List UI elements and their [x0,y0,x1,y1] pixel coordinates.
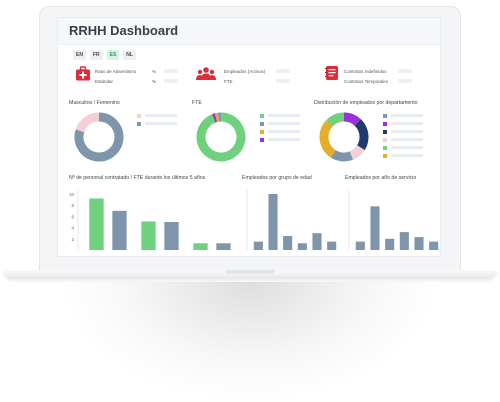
laptop-base [3,270,497,279]
service-bar-4 [414,237,424,250]
hired-bar-1 [112,210,127,250]
lang-button-es[interactable]: ES [106,50,120,60]
service-bar-0 [355,241,365,250]
dept-slice-0 [343,112,361,126]
title-bar: RRHH Dashboard [58,18,440,45]
hired-y-tick-label: 6 [71,214,74,219]
first-aid-icon [76,66,90,81]
legend-swatch-blue [383,114,387,118]
legend-swatch-blue [137,122,141,126]
fte-slice-1 [211,113,218,123]
hired-bar-2 [141,221,156,250]
legend-swatch-purple [260,138,264,142]
hired-y-tick-label: 10 [69,192,75,197]
lang-button-fr[interactable]: FR [89,50,103,60]
service-bar-5 [429,241,439,250]
kpi-absentismo-value [164,69,178,73]
service-chart-title: Empleados por año de servicio [345,175,417,181]
hired-bar-4 [193,243,208,250]
legend-label-placeholder [391,154,423,157]
legend-label-placeholder [268,138,300,141]
age-bar-1 [268,194,278,250]
lang-button-nl[interactable]: NL [123,50,136,60]
legend-label-placeholder [145,122,177,125]
page-title: RRHH Dashboard [69,23,179,38]
kpi-indefinidos-value [398,69,412,73]
hired-bar-0 [89,198,104,250]
hired-chart-title: Nº de personal contratado / FTE durante … [69,175,206,181]
kpi-temporales-value [398,79,412,83]
hired-bar-chart: 2 4 6 8 10 [69,190,231,250]
legend-label-placeholder [268,114,300,117]
hired-bar-3 [164,222,179,250]
legend-label-placeholder [391,114,423,117]
age-bar-chart [246,190,337,250]
age-bar-2 [283,236,293,250]
legend-label-placeholder [391,138,423,141]
kpi-estandar-unit: % [152,79,157,84]
service-bar-1 [370,206,380,250]
dept-slice-4 [319,120,336,158]
lang-button-en[interactable]: EN [73,50,86,60]
legend-label-placeholder [391,130,423,133]
hired-y-tick-label: 8 [71,203,74,208]
kpi-absentismo-label: Ratio de Absentismo [95,69,137,74]
legend-label-placeholder [145,114,177,117]
legend-swatch-pink [383,138,387,142]
dept-chart-title: Distribución de empleados por departamen… [314,100,418,106]
age-bar-4 [312,233,322,250]
contract-book-icon [325,66,338,80]
service-bar-3 [399,232,409,250]
laptop-shadow [60,282,440,402]
legend-label-placeholder [391,146,423,149]
kpi-absentismo-unit: % [152,69,157,74]
legend-swatch-yellow [260,130,264,134]
laptop-notch [225,270,275,274]
kpi-empleados-label: Empleados (Activos) [224,69,266,74]
dept-slice-2 [349,145,365,160]
gender-slice-1 [75,112,100,133]
gender-chart-title: Masculino / Femenino [69,100,120,106]
dept-slice-1 [354,119,369,151]
language-selector: EN FR ES NL [73,50,136,60]
legend-label-placeholder [268,122,300,125]
fte-donut-chart [196,112,246,162]
legend-swatch-pink [137,114,141,118]
dept-slice-3 [330,149,354,162]
legend-swatch-navy [383,130,387,134]
kpi-estandar-value [164,79,178,83]
legend-label-placeholder [391,122,423,125]
kpi-temporales-label: Contratos Temporales [344,79,388,84]
legend-swatch-yellow [383,154,387,158]
dept-donut-chart [319,112,369,162]
service-bar-chart [348,190,439,250]
age-bar-5 [327,241,337,250]
legend-swatch-blue [260,122,264,126]
hired-y-tick-label: 2 [71,237,74,242]
kpi-indefinidos-label: Contratos Indefinidos [344,69,387,74]
people-icon [196,67,216,80]
kpi-empleados-value [276,69,290,73]
legend-label-placeholder [268,130,300,133]
dashboard-screen: RRHH Dashboard EN FR ES NL Ratio de Abse… [57,17,441,257]
gender-slice-0 [74,112,124,162]
legend-swatch-green [383,146,387,150]
legend-swatch-purple [383,122,387,126]
dept-slice-5 [326,112,345,127]
kpi-fte-value [276,79,290,83]
age-bar-0 [253,241,263,250]
gender-donut-chart [74,112,124,162]
age-chart-title: Empleados por grupo de edad [242,175,312,181]
service-bar-2 [385,238,395,250]
legend-swatch-green [260,114,264,118]
kpi-estandar-label: Estándar [95,79,114,84]
hired-y-tick-label: 4 [71,226,74,231]
fte-slice-0 [196,112,246,162]
fte-chart-title: FTE [192,100,202,106]
kpi-fte-label: FTE [224,79,233,84]
age-bar-3 [297,243,307,250]
hired-bar-5 [216,243,231,250]
